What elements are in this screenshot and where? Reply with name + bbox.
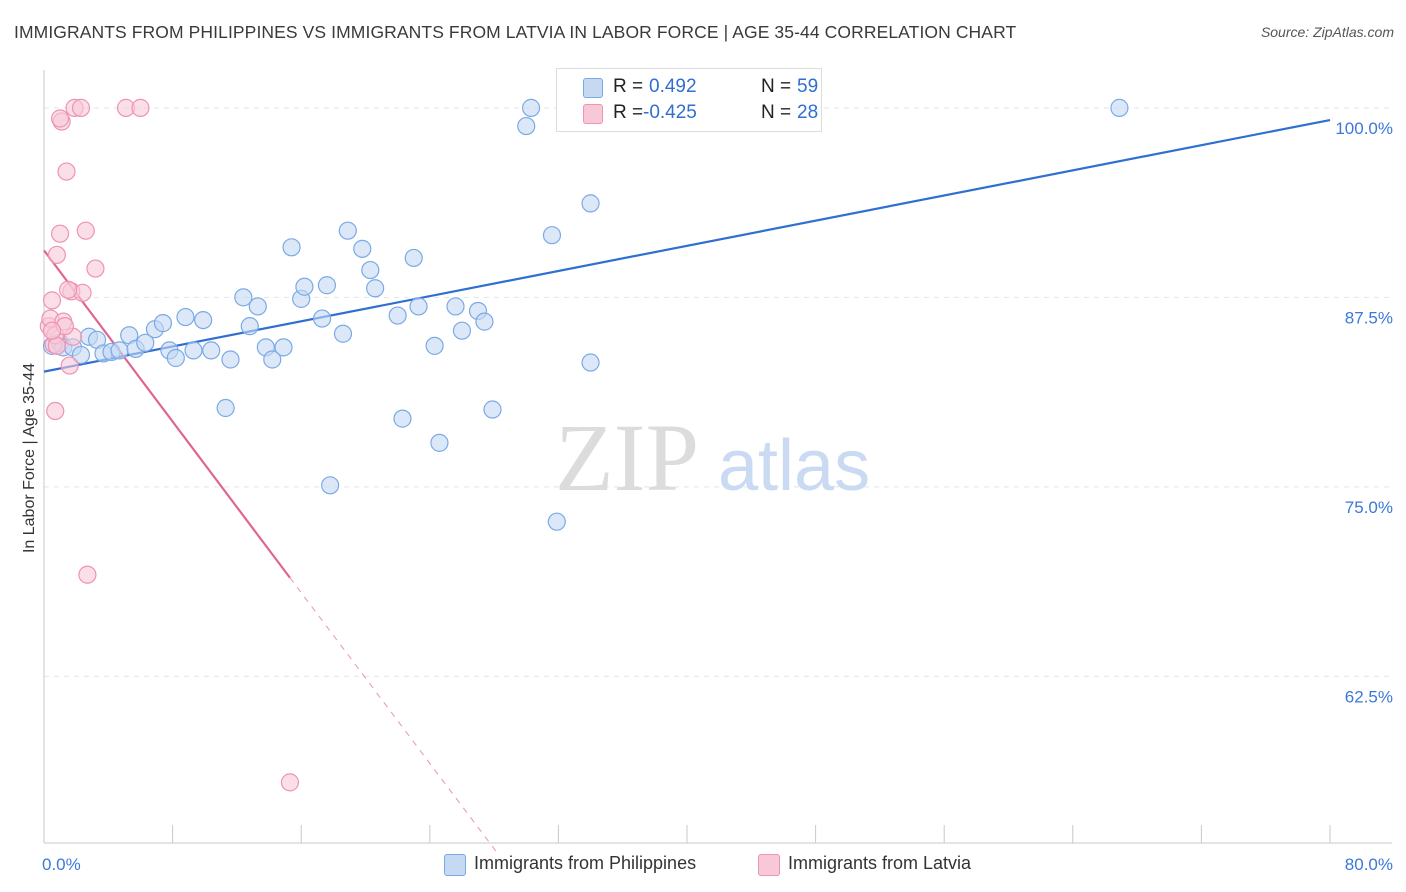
legend-n-label: N =	[761, 102, 792, 123]
point-philippines	[176, 307, 195, 327]
point-philippines	[184, 341, 203, 360]
source-label: Source: ZipAtlas.com	[1260, 24, 1394, 40]
y-axis-label: In Labor Force | Age 35-44	[21, 362, 38, 554]
point-philippines	[248, 297, 267, 316]
point-latvia	[47, 336, 66, 355]
point-philippines	[136, 333, 155, 352]
point-philippines	[404, 248, 423, 268]
legend-n-value-philippines: 59	[797, 76, 819, 97]
point-latvia	[42, 291, 62, 310]
point-philippines	[547, 512, 566, 531]
point-philippines	[333, 324, 353, 343]
watermark-atlas: atlas	[718, 426, 870, 506]
point-latvia	[46, 401, 65, 421]
point-philippines	[317, 276, 337, 295]
point-philippines	[312, 309, 332, 328]
legend-r-label: R =	[613, 76, 644, 97]
point-philippines	[216, 398, 235, 418]
y-tick-label: 87.5%	[1345, 308, 1393, 327]
point-philippines	[110, 341, 129, 360]
point-philippines	[581, 194, 600, 213]
point-latvia	[42, 321, 62, 340]
legend-n-label: N =	[761, 76, 792, 97]
bottom-legend-label-philippines: Immigrants from Philippines	[474, 853, 697, 873]
point-philippines	[366, 279, 385, 298]
tick-labels: 62.5% 75.0% 87.5% 100.0% 0.0% 80.0%	[42, 119, 1393, 874]
point-philippines	[542, 226, 562, 245]
bottom-legend-swatch-latvia	[758, 854, 780, 876]
point-philippines	[517, 116, 536, 136]
point-philippines	[1110, 98, 1129, 117]
point-latvia	[71, 98, 91, 117]
trend-lines	[43, 118, 1331, 856]
legend-r-label: R =	[613, 102, 644, 123]
point-philippines	[361, 260, 380, 280]
point-philippines	[452, 321, 472, 340]
point-philippines	[353, 239, 372, 258]
point-philippines	[234, 288, 253, 307]
point-philippines	[71, 345, 91, 365]
point-latvia	[47, 245, 66, 265]
point-latvia	[57, 162, 76, 181]
point-latvia	[78, 565, 97, 584]
point-philippines	[321, 476, 340, 495]
points-layer	[39, 98, 1129, 792]
point-philippines	[338, 221, 357, 240]
point-latvia	[86, 259, 105, 278]
point-philippines	[521, 98, 541, 117]
trend-line-latvia-extension	[289, 577, 500, 856]
point-philippines	[202, 341, 221, 360]
point-philippines	[295, 277, 314, 296]
watermark-zip: ZIP	[555, 404, 699, 511]
point-latvia	[280, 773, 300, 792]
y-tick-label: 75.0%	[1345, 498, 1393, 517]
point-philippines	[446, 297, 465, 316]
point-latvia	[59, 280, 78, 299]
point-philippines	[274, 338, 293, 357]
point-philippines	[153, 314, 173, 333]
point-philippines	[221, 350, 240, 369]
watermark: ZIP atlas	[555, 404, 870, 511]
x-tick-label: 0.0%	[42, 855, 81, 874]
point-philippines	[388, 306, 407, 325]
point-latvia	[50, 224, 70, 243]
legend-r-value-latvia: -0.425	[643, 102, 697, 123]
point-philippines	[581, 353, 600, 372]
grid-layer	[44, 107, 1392, 677]
legend-n-value-latvia: 28	[797, 102, 819, 123]
point-latvia	[131, 98, 150, 117]
y-tick-label: 62.5%	[1345, 687, 1393, 706]
point-philippines	[282, 238, 301, 257]
point-philippines	[194, 310, 213, 330]
chart-title: IMMIGRANTS FROM PHILIPPINES VS IMMIGRANT…	[14, 22, 1017, 42]
point-latvia	[60, 356, 79, 375]
point-philippines	[425, 336, 444, 355]
trend-line-latvia	[43, 249, 291, 579]
point-philippines	[240, 317, 259, 336]
bottom-legend-label-latvia: Immigrants from Latvia	[788, 853, 972, 873]
point-philippines	[409, 297, 428, 316]
point-philippines	[263, 350, 282, 369]
bottom-legend-swatch-philippines	[444, 854, 466, 876]
point-latvia	[76, 221, 95, 240]
axes-layer	[43, 70, 1392, 844]
legend-r-value-philippines: 0.492	[649, 76, 697, 97]
x-tick-label: 80.0%	[1345, 855, 1393, 874]
point-philippines	[483, 400, 502, 419]
trend-line-philippines	[43, 118, 1331, 373]
point-philippines	[430, 433, 449, 452]
correlation-legend: R = 0.492 N = 59 R = -0.425 N = 28	[556, 68, 822, 132]
point-philippines	[393, 409, 412, 428]
y-tick-label: 100.0%	[1335, 119, 1393, 138]
point-latvia	[50, 109, 70, 128]
legend-swatch-philippines	[583, 78, 603, 98]
legend-swatch-latvia	[583, 104, 603, 124]
point-philippines	[166, 348, 185, 368]
point-philippines	[475, 312, 494, 331]
